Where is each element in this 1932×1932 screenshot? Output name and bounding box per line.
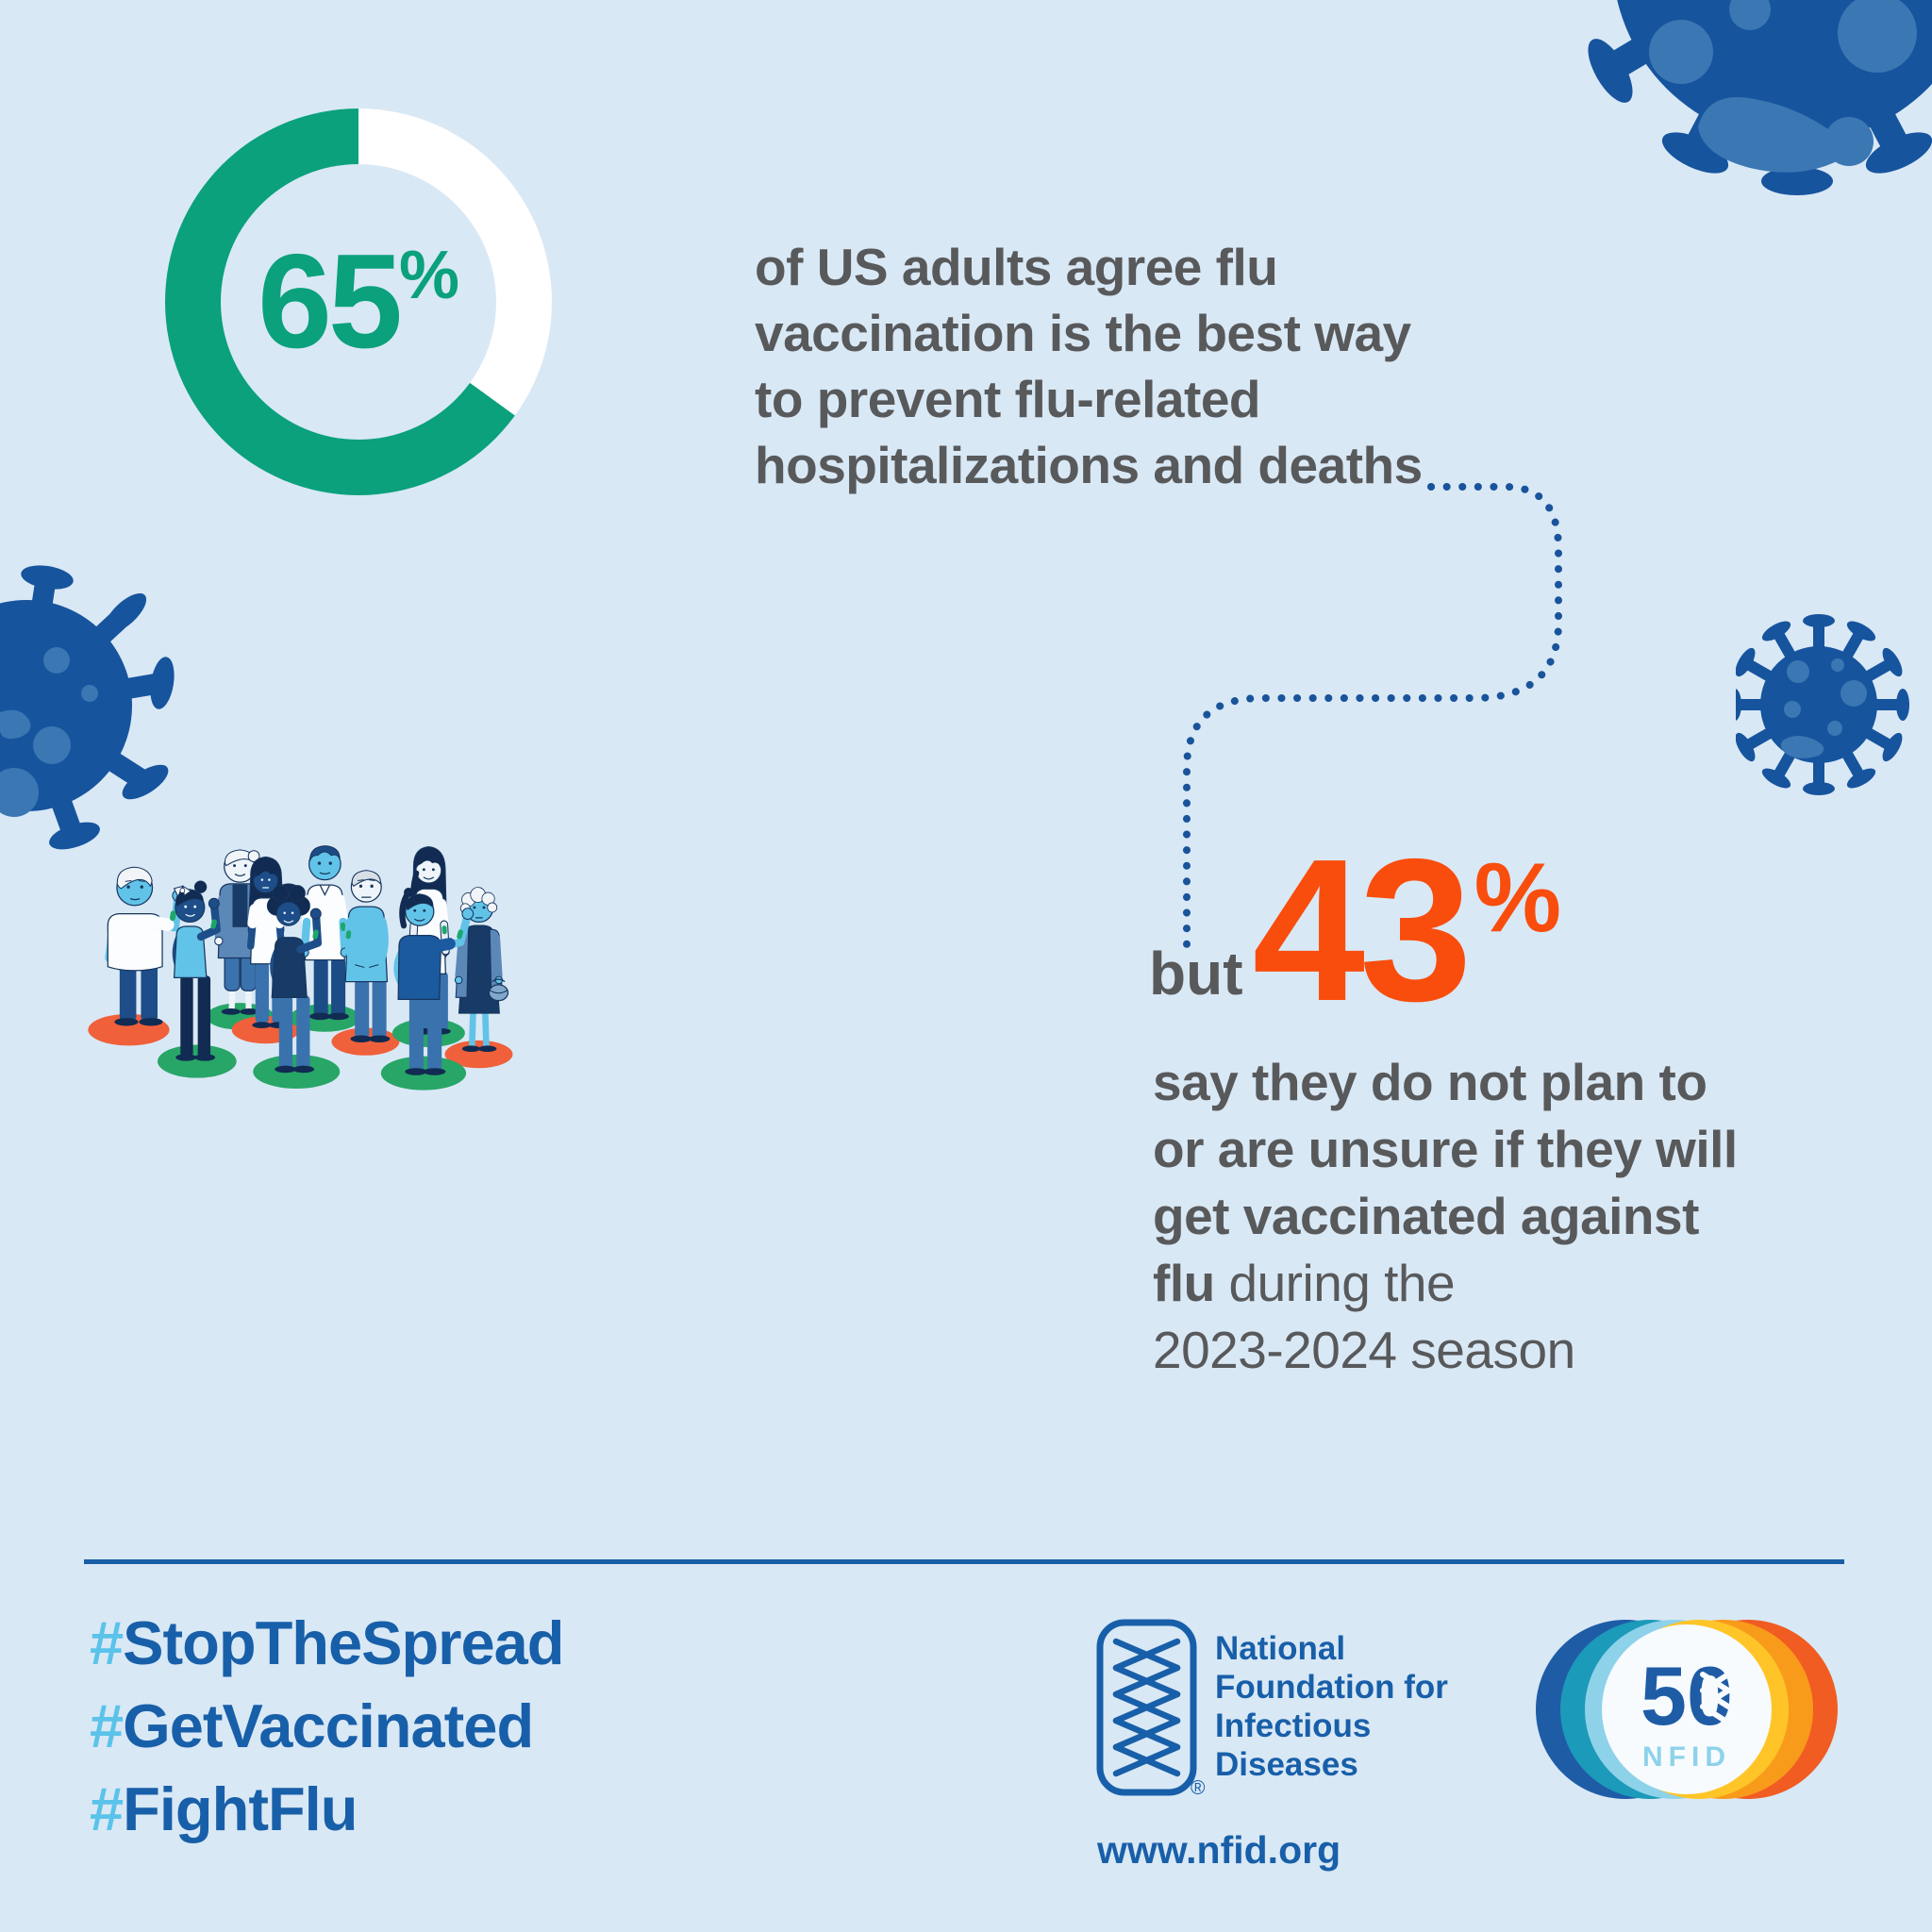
dna-logo-icon xyxy=(1096,1619,1197,1796)
stat2-headline: but 43 % xyxy=(1149,816,1562,1043)
virus-body xyxy=(1736,614,1909,795)
hashtag-getvaccinated: #GetVaccinated xyxy=(90,1691,534,1760)
website-url[interactable]: www.nfid.org xyxy=(1097,1828,1341,1872)
hashtag-stopthespread: #StopTheSpread xyxy=(90,1608,564,1677)
virus-icon-right xyxy=(1736,614,1909,795)
stat1-line: hospitalizations and deaths xyxy=(755,436,1423,494)
vaccine-bandage xyxy=(170,910,176,922)
person-flexing-girl xyxy=(393,888,475,1075)
person-purse-woman xyxy=(454,887,509,1053)
stat1-text-block: of US adults agree flu vaccination is th… xyxy=(755,234,1491,498)
stat2-line: say they do not plan to xyxy=(1153,1053,1707,1111)
person-bow-girl xyxy=(172,880,221,1061)
person-afro-woman xyxy=(266,883,323,1074)
stat2-percent-sign: % xyxy=(1474,843,1562,953)
virus-spots xyxy=(0,647,98,817)
stat2-regular-text: during the xyxy=(1214,1254,1456,1312)
org-name-line: National xyxy=(1215,1630,1346,1667)
stat2-line: or are unsure if they will xyxy=(1153,1120,1738,1178)
person-vneck-man xyxy=(299,845,350,1021)
stat2-value: 43 xyxy=(1252,816,1473,1043)
vaccine-bandage xyxy=(340,922,346,932)
stat2-line-mixed: flu during the xyxy=(1153,1250,1879,1317)
hashtag-block: #StopTheSpread #GetVaccinated #FightFlu xyxy=(90,1602,564,1851)
stat2-line: get vaccinated against xyxy=(1153,1187,1699,1245)
org-name-line: Infectious xyxy=(1215,1707,1372,1744)
vaccine-bandage xyxy=(312,929,319,940)
anniversary-50-logo: 50 NFID xyxy=(1536,1620,1838,1799)
dna-in-zero xyxy=(1700,1672,1731,1725)
hashtag-fightflu: #FightFlu xyxy=(90,1774,358,1843)
hash-symbol: # xyxy=(90,1774,124,1843)
vaccine-bandage xyxy=(441,925,447,935)
stat2-season-line: 2023-2024 season xyxy=(1153,1321,1575,1379)
anniversary-name: NFID xyxy=(1642,1741,1731,1773)
donut-chart: 65% xyxy=(165,108,552,495)
stat1-line: to prevent flu-related xyxy=(755,370,1261,428)
vaccine-bandage xyxy=(345,930,352,940)
crowd-illustration xyxy=(88,845,513,1091)
stat1-line: vaccination is the best way xyxy=(755,304,1411,362)
virus-icon-top-right xyxy=(1588,0,1932,195)
vaccine-bandage xyxy=(457,929,464,940)
stat2-prefix: but xyxy=(1149,940,1243,1008)
person-gray-hair-man xyxy=(344,870,391,1043)
stat1-line: of US adults agree flu xyxy=(755,238,1278,296)
org-name-line: Diseases xyxy=(1215,1746,1358,1783)
hash-symbol: # xyxy=(90,1608,124,1677)
divider-line xyxy=(84,1559,1844,1564)
donut-hole: 65% xyxy=(221,164,496,440)
virus-icon-left xyxy=(0,565,175,850)
stat2-flu-word: flu xyxy=(1153,1254,1215,1312)
donut-center-label: 65% xyxy=(258,235,459,369)
hash-symbol: # xyxy=(90,1691,124,1760)
org-name-line: Foundation for xyxy=(1215,1669,1448,1706)
org-name-block: National Foundation for Infectious Disea… xyxy=(1215,1629,1448,1784)
vaccine-bandage xyxy=(210,919,217,929)
stat1-percent-sign: % xyxy=(398,238,459,313)
virus-spots xyxy=(1649,0,1917,173)
registered-trademark: ® xyxy=(1191,1777,1206,1799)
stat2-text-block: say they do not plan to or are unsure if… xyxy=(1153,1049,1879,1384)
stat1-value: 65 xyxy=(258,226,403,376)
virus-spots xyxy=(1780,658,1867,758)
